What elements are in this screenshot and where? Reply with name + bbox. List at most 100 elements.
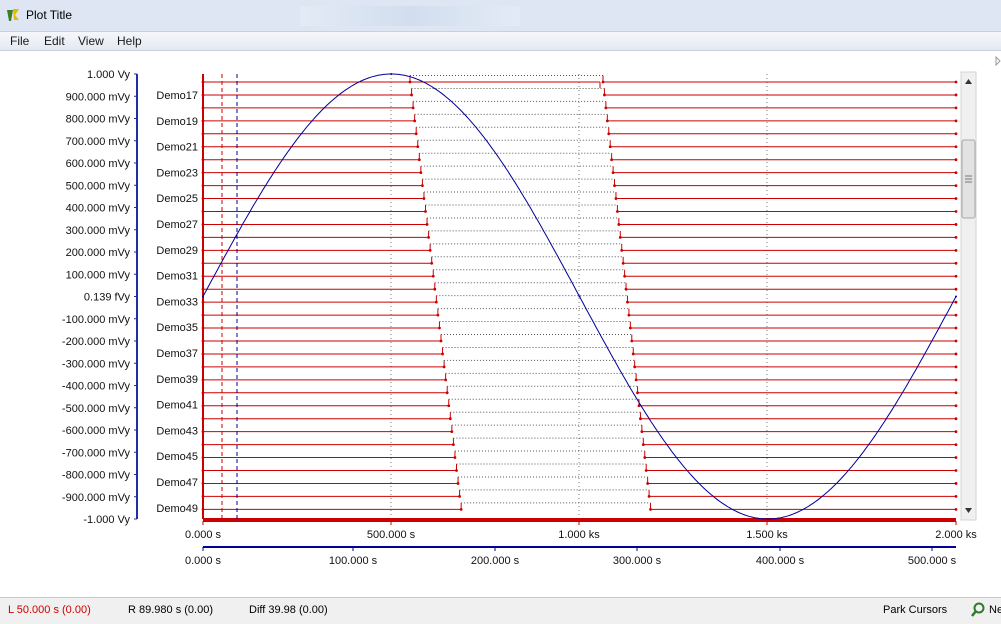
scroll-up-arrow-icon xyxy=(965,79,972,84)
analog-series-point xyxy=(390,73,393,75)
trace-point xyxy=(636,391,639,395)
digital-trace xyxy=(201,269,958,278)
trace-point xyxy=(421,184,424,188)
trace-point xyxy=(644,469,648,472)
plot-canvas[interactable]: 1.000 Vy 900.000 mVy 800.000 mVy 700.000 mV… xyxy=(0,51,1001,597)
x-top-tick-label: 1.000 ks xyxy=(558,529,600,541)
trace-point xyxy=(639,417,642,421)
trace-point xyxy=(414,132,418,136)
menu-file[interactable]: File xyxy=(10,34,30,48)
x-bottom-tick-label: 500.000 s xyxy=(908,555,957,567)
x-bottom-tick-label: 200.000 s xyxy=(471,555,520,567)
trace-point xyxy=(954,210,958,213)
digital-trace xyxy=(201,217,958,226)
y-tick-label: 0.139 fVy xyxy=(84,292,131,304)
trace-point xyxy=(630,339,634,343)
channel-label: Demo39 xyxy=(156,374,198,386)
vertical-scrollbar[interactable] xyxy=(960,71,977,521)
x-bottom-tick-label: 300.000 s xyxy=(613,555,662,567)
trace-point xyxy=(954,184,958,188)
menu-view[interactable]: View xyxy=(78,34,104,48)
y-tick-label: -200.000 mVy xyxy=(62,336,131,348)
trace-point xyxy=(618,236,622,239)
status-bar: L 50.000 s (0.00) R 89.980 s (0.00) Diff… xyxy=(0,597,1001,624)
channel-label: Demo23 xyxy=(156,167,198,179)
trace-point xyxy=(434,300,438,304)
channel-label: Demo25 xyxy=(156,193,198,205)
left-cursor-readout: L 50.000 s (0.00) xyxy=(8,604,91,616)
search-icon[interactable] xyxy=(970,602,986,618)
trailing-status-text: Ne xyxy=(989,604,1001,616)
trace-point xyxy=(438,326,441,330)
trace-point xyxy=(954,248,958,252)
scroll-down-arrow-icon xyxy=(965,508,972,513)
right-cursor-readout: R 89.980 s (0.00) xyxy=(128,604,213,616)
y-tick-label: -400.000 mVy xyxy=(62,381,131,393)
trace-point xyxy=(626,300,629,304)
trace-point xyxy=(410,93,413,97)
analog-series-point xyxy=(955,295,957,298)
channel-label: Demo31 xyxy=(156,271,198,283)
trace-point xyxy=(954,236,958,239)
digital-traces xyxy=(201,75,958,511)
trace-point xyxy=(620,248,624,252)
trace-point xyxy=(613,184,616,188)
trace-point xyxy=(954,106,958,110)
digital-trace xyxy=(201,256,958,265)
trace-point xyxy=(413,119,417,123)
menu-edit[interactable]: Edit xyxy=(44,34,65,48)
x-top-tick-label: 2.000 ks xyxy=(935,529,977,541)
trace-point xyxy=(439,339,443,343)
trace-point xyxy=(448,417,452,421)
trace-point xyxy=(431,274,435,278)
trace-point xyxy=(954,430,958,434)
trace-point xyxy=(954,145,958,149)
trace-point xyxy=(954,417,958,421)
trace-point xyxy=(954,171,958,175)
trace-point xyxy=(417,158,421,162)
y-tick-label: 1.000 Vy xyxy=(87,69,131,81)
trace-point xyxy=(954,132,958,136)
trace-point xyxy=(458,495,461,498)
digital-trace xyxy=(201,282,958,291)
channel-label: Demo17 xyxy=(156,90,198,102)
trace-point xyxy=(954,80,958,84)
trace-point xyxy=(643,456,647,459)
channel-label: Demo19 xyxy=(156,116,198,128)
analog-series-point xyxy=(578,295,581,298)
trace-point xyxy=(634,378,638,382)
trace-point xyxy=(436,313,440,317)
trace-point xyxy=(604,106,608,110)
digital-trace xyxy=(201,178,958,188)
trace-point xyxy=(628,326,632,330)
trace-point xyxy=(954,352,958,356)
digital-trace xyxy=(201,489,958,498)
trace-point xyxy=(617,223,621,226)
y-tick-label: -300.000 mVy xyxy=(62,358,131,370)
y-tick-label: -600.000 mVy xyxy=(62,425,131,437)
trace-point xyxy=(453,456,457,459)
menu-help[interactable]: Help xyxy=(117,34,142,48)
trace-point xyxy=(954,313,958,317)
title-bar: Plot Title xyxy=(0,0,1001,32)
trace-point xyxy=(422,197,426,200)
digital-trace xyxy=(201,87,958,97)
trace-point xyxy=(411,106,415,110)
trace-point xyxy=(621,261,625,265)
trace-point xyxy=(640,430,644,434)
trace-point xyxy=(954,119,958,123)
y-tick-label: 700.000 mVy xyxy=(66,136,131,148)
digital-trace xyxy=(201,437,958,446)
trace-point xyxy=(954,495,958,498)
channel-label: Demo35 xyxy=(156,322,198,334)
park-cursors-button[interactable]: Park Cursors xyxy=(883,604,948,616)
digital-trace xyxy=(201,126,958,136)
analog-series-point xyxy=(202,295,204,298)
trace-point xyxy=(954,300,958,304)
channel-label: Demo37 xyxy=(156,348,198,360)
y-tick-label: 600.000 mVy xyxy=(66,158,131,170)
y-tick-label: -700.000 mVy xyxy=(62,447,131,459)
channel-label: Demo45 xyxy=(156,451,198,463)
trace-point xyxy=(456,482,460,485)
trace-point xyxy=(954,378,958,382)
